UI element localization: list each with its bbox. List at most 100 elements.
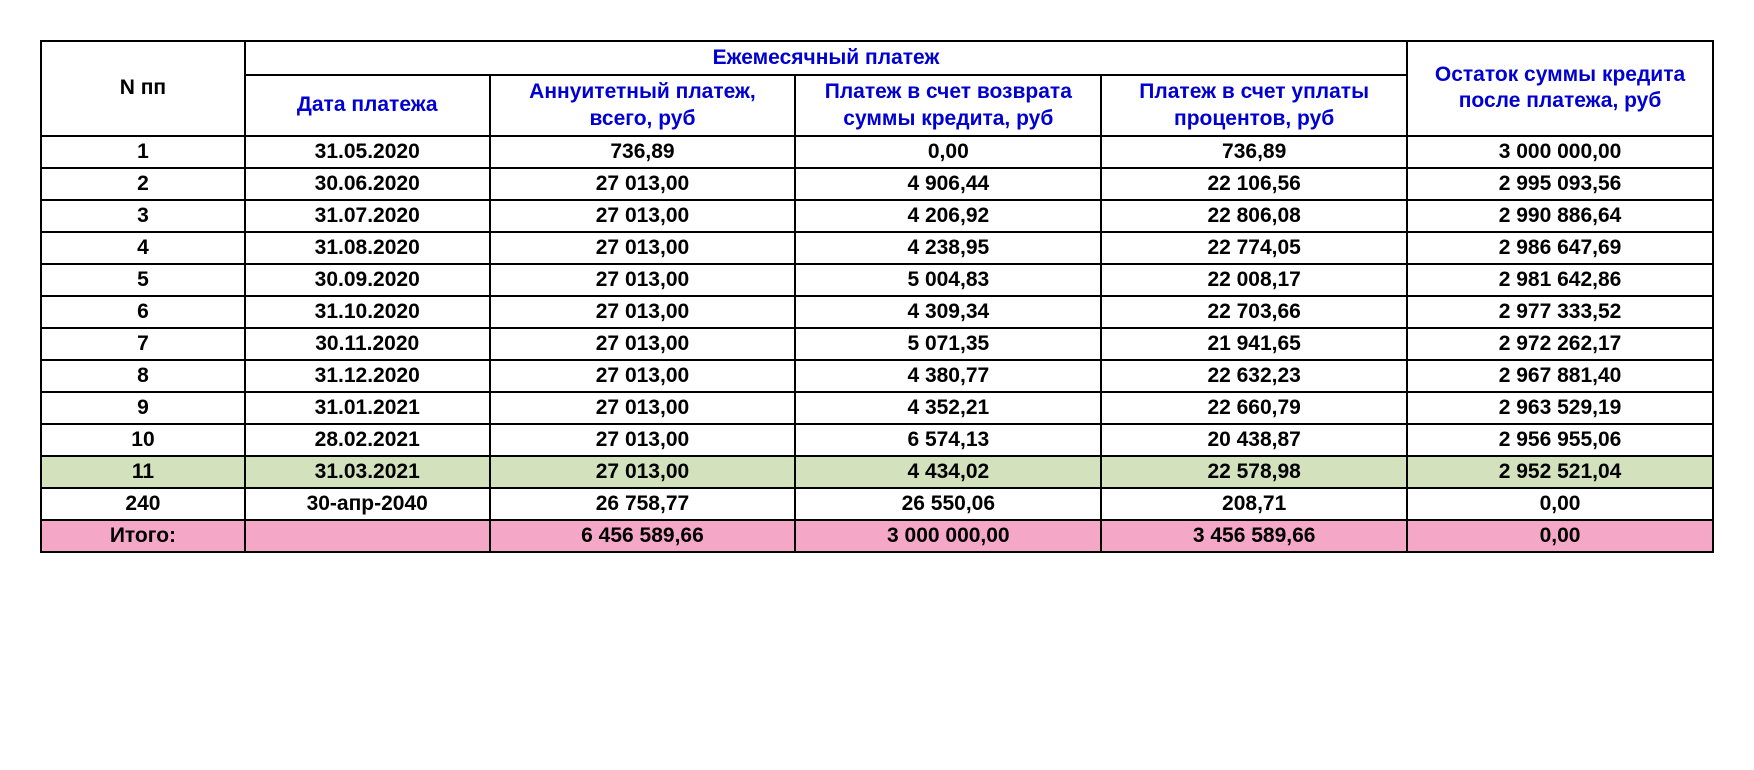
cell-balance: 2 963 529,19 xyxy=(1407,392,1713,424)
cell-balance: 3 000 000,00 xyxy=(1407,136,1713,168)
table-body: 131.05.2020736,890,00736,893 000 000,002… xyxy=(41,136,1713,552)
cell-date xyxy=(245,520,490,552)
table-row: 431.08.202027 013,004 238,9522 774,052 9… xyxy=(41,232,1713,264)
cell-interest: 22 774,05 xyxy=(1101,232,1407,264)
cell-num: 10 xyxy=(41,424,245,456)
table-row: 931.01.202127 013,004 352,2122 660,792 9… xyxy=(41,392,1713,424)
col-group-header: Ежемесячный платеж xyxy=(245,41,1407,75)
cell-annuity: 27 013,00 xyxy=(490,456,796,488)
cell-balance: 2 956 955,06 xyxy=(1407,424,1713,456)
cell-date: 31.10.2020 xyxy=(245,296,490,328)
cell-date: 30-апр-2040 xyxy=(245,488,490,520)
cell-principal: 4 906,44 xyxy=(795,168,1101,200)
cell-balance: 2 990 886,64 xyxy=(1407,200,1713,232)
cell-balance: 0,00 xyxy=(1407,520,1713,552)
cell-num: 4 xyxy=(41,232,245,264)
cell-balance: 2 972 262,17 xyxy=(1407,328,1713,360)
cell-annuity: 27 013,00 xyxy=(490,168,796,200)
cell-principal: 6 574,13 xyxy=(795,424,1101,456)
table-row: 1028.02.202127 013,006 574,1320 438,872 … xyxy=(41,424,1713,456)
table-row: 730.11.202027 013,005 071,3521 941,652 9… xyxy=(41,328,1713,360)
cell-principal: 0,00 xyxy=(795,136,1101,168)
cell-principal: 4 380,77 xyxy=(795,360,1101,392)
col-interest-header: Платеж в счет уплаты процентов, руб xyxy=(1101,75,1407,136)
cell-date: 30.09.2020 xyxy=(245,264,490,296)
cell-date: 30.11.2020 xyxy=(245,328,490,360)
cell-date: 31.07.2020 xyxy=(245,200,490,232)
cell-num: 240 xyxy=(41,488,245,520)
payment-schedule-table: N пп Ежемесячный платеж Остаток суммы кр… xyxy=(40,40,1714,553)
cell-annuity: 27 013,00 xyxy=(490,360,796,392)
cell-num: 2 xyxy=(41,168,245,200)
cell-principal: 5 004,83 xyxy=(795,264,1101,296)
cell-annuity: 27 013,00 xyxy=(490,296,796,328)
cell-principal: 5 071,35 xyxy=(795,328,1101,360)
table-row: 831.12.202027 013,004 380,7722 632,232 9… xyxy=(41,360,1713,392)
cell-num: 3 xyxy=(41,200,245,232)
cell-interest: 3 456 589,66 xyxy=(1101,520,1407,552)
table-row: 1131.03.202127 013,004 434,0222 578,982 … xyxy=(41,456,1713,488)
cell-principal: 3 000 000,00 xyxy=(795,520,1101,552)
cell-interest: 208,71 xyxy=(1101,488,1407,520)
cell-balance: 2 967 881,40 xyxy=(1407,360,1713,392)
cell-date: 28.02.2021 xyxy=(245,424,490,456)
cell-annuity: 736,89 xyxy=(490,136,796,168)
cell-num: 7 xyxy=(41,328,245,360)
cell-num: 9 xyxy=(41,392,245,424)
cell-principal: 4 434,02 xyxy=(795,456,1101,488)
cell-annuity: 27 013,00 xyxy=(490,232,796,264)
cell-principal: 4 238,95 xyxy=(795,232,1101,264)
table-row: 631.10.202027 013,004 309,3422 703,662 9… xyxy=(41,296,1713,328)
cell-num: 8 xyxy=(41,360,245,392)
cell-date: 31.12.2020 xyxy=(245,360,490,392)
cell-num: 11 xyxy=(41,456,245,488)
cell-annuity: 26 758,77 xyxy=(490,488,796,520)
col-date-header: Дата платежа xyxy=(245,75,490,136)
cell-date: 31.05.2020 xyxy=(245,136,490,168)
cell-interest: 20 438,87 xyxy=(1101,424,1407,456)
table-row: 530.09.202027 013,005 004,8322 008,172 9… xyxy=(41,264,1713,296)
cell-balance: 2 981 642,86 xyxy=(1407,264,1713,296)
cell-balance: 0,00 xyxy=(1407,488,1713,520)
cell-balance: 2 995 093,56 xyxy=(1407,168,1713,200)
cell-interest: 22 806,08 xyxy=(1101,200,1407,232)
cell-principal: 4 206,92 xyxy=(795,200,1101,232)
col-principal-header: Платеж в счет возврата суммы кредита, ру… xyxy=(795,75,1101,136)
cell-num: 5 xyxy=(41,264,245,296)
table-row: 331.07.202027 013,004 206,9222 806,082 9… xyxy=(41,200,1713,232)
cell-interest: 22 106,56 xyxy=(1101,168,1407,200)
cell-balance: 2 977 333,52 xyxy=(1407,296,1713,328)
cell-annuity: 27 013,00 xyxy=(490,424,796,456)
table-row: 24030-апр-204026 758,7726 550,06208,710,… xyxy=(41,488,1713,520)
table-row: Итого: 6 456 589,663 000 000,003 456 589,… xyxy=(41,520,1713,552)
cell-interest: 22 660,79 xyxy=(1101,392,1407,424)
cell-date: 31.08.2020 xyxy=(245,232,490,264)
table-row: 230.06.202027 013,004 906,4422 106,562 9… xyxy=(41,168,1713,200)
cell-principal: 4 352,21 xyxy=(795,392,1101,424)
col-num-header: N пп xyxy=(41,41,245,136)
cell-annuity: 27 013,00 xyxy=(490,392,796,424)
cell-num: Итого: xyxy=(41,520,245,552)
cell-interest: 22 008,17 xyxy=(1101,264,1407,296)
cell-interest: 736,89 xyxy=(1101,136,1407,168)
cell-annuity: 27 013,00 xyxy=(490,328,796,360)
cell-annuity: 6 456 589,66 xyxy=(490,520,796,552)
cell-principal: 26 550,06 xyxy=(795,488,1101,520)
cell-balance: 2 952 521,04 xyxy=(1407,456,1713,488)
cell-date: 30.06.2020 xyxy=(245,168,490,200)
cell-balance: 2 986 647,69 xyxy=(1407,232,1713,264)
cell-annuity: 27 013,00 xyxy=(490,200,796,232)
cell-date: 31.01.2021 xyxy=(245,392,490,424)
cell-num: 1 xyxy=(41,136,245,168)
table-row: 131.05.2020736,890,00736,893 000 000,00 xyxy=(41,136,1713,168)
cell-interest: 22 632,23 xyxy=(1101,360,1407,392)
cell-interest: 21 941,65 xyxy=(1101,328,1407,360)
col-annuity-header: Аннуитетный платеж, всего, руб xyxy=(490,75,796,136)
cell-principal: 4 309,34 xyxy=(795,296,1101,328)
cell-interest: 22 578,98 xyxy=(1101,456,1407,488)
col-balance-header: Остаток суммы кредита после платежа, руб xyxy=(1407,41,1713,136)
cell-interest: 22 703,66 xyxy=(1101,296,1407,328)
cell-annuity: 27 013,00 xyxy=(490,264,796,296)
cell-num: 6 xyxy=(41,296,245,328)
cell-date: 31.03.2021 xyxy=(245,456,490,488)
